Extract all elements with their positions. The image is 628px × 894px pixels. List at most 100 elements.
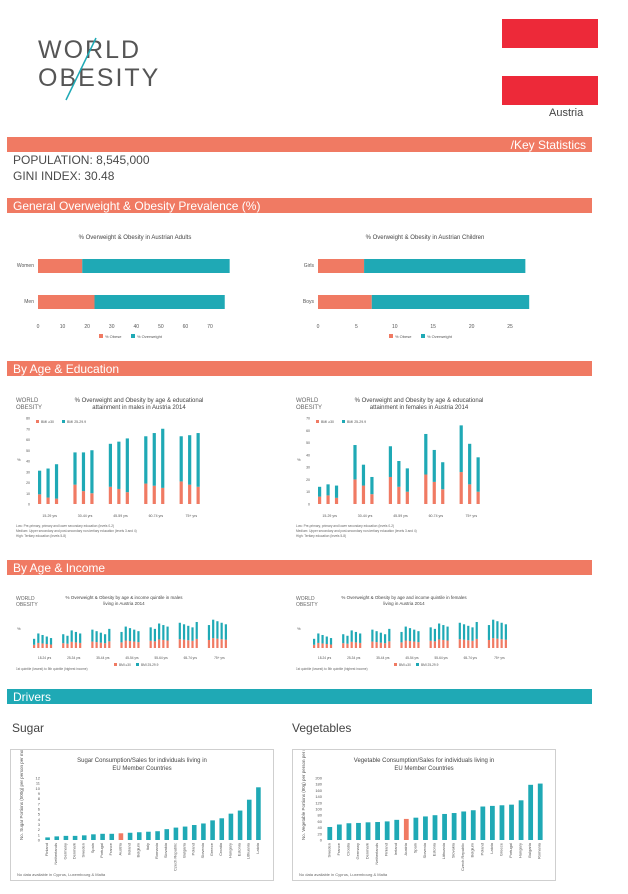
bar-overweight bbox=[313, 638, 316, 645]
bar-overweight bbox=[66, 635, 69, 644]
legend-swatch bbox=[421, 334, 425, 338]
bar-obese bbox=[476, 491, 480, 504]
y-axis-label: % bbox=[297, 626, 301, 631]
bar-overweight bbox=[388, 446, 392, 477]
bar-latvia bbox=[256, 787, 261, 840]
bar-segment bbox=[371, 295, 530, 309]
x-tick-label: 15 bbox=[430, 324, 436, 330]
category-label: Denmark bbox=[72, 843, 77, 859]
bar-overweight bbox=[91, 629, 94, 642]
bar-obese bbox=[124, 640, 127, 648]
bar-overweight bbox=[133, 629, 136, 642]
group-label: 45-54 yrs bbox=[125, 656, 139, 660]
category-label: Poland bbox=[191, 843, 196, 855]
category-label: Netherlands bbox=[374, 843, 379, 865]
bar-estonia bbox=[237, 810, 243, 840]
category-label: Hungary bbox=[518, 843, 523, 858]
category-label: Czech Republic bbox=[460, 843, 465, 871]
x-tick-label: 10 bbox=[60, 324, 66, 330]
bar-overweight bbox=[207, 625, 211, 640]
bar-overweight bbox=[95, 631, 98, 643]
bar-austria bbox=[118, 833, 124, 840]
bar-obese bbox=[188, 484, 192, 504]
bar-overweight bbox=[353, 445, 357, 480]
category-label: Lithuania bbox=[246, 842, 251, 859]
bar-overweight bbox=[496, 621, 499, 639]
category-label: Greece bbox=[209, 842, 214, 856]
bar-obese bbox=[405, 491, 409, 504]
bar-overweight bbox=[354, 631, 358, 643]
legend-label: BMI 25-29.9 bbox=[67, 420, 86, 424]
bar-obese bbox=[325, 643, 328, 648]
bar-obese bbox=[99, 642, 102, 648]
group-label: 60-74 yrs bbox=[429, 514, 444, 518]
x-tick-label: 70 bbox=[207, 324, 213, 330]
bar-overweight bbox=[74, 631, 78, 643]
bar-obese bbox=[187, 640, 190, 648]
category-label: Men bbox=[24, 299, 34, 305]
chart-title: % Overweight and Obesity by age & educat… bbox=[75, 398, 204, 404]
y-tick-label: 50 bbox=[306, 441, 310, 445]
bar-obese bbox=[329, 644, 333, 648]
y-tick-label: 180 bbox=[315, 782, 322, 787]
bar-romania bbox=[537, 783, 543, 840]
category-label: Ireland bbox=[127, 843, 132, 855]
bar-austria bbox=[403, 818, 409, 840]
legend-swatch bbox=[114, 663, 117, 666]
bar-slovenia bbox=[201, 823, 206, 840]
bar-overweight bbox=[375, 631, 378, 643]
bar-obese bbox=[216, 638, 219, 648]
bar-obese bbox=[496, 638, 499, 648]
mini-logo-line-2: OBESITY bbox=[16, 405, 42, 411]
bar-obese bbox=[429, 640, 432, 648]
bar-overweight bbox=[441, 462, 445, 490]
bar-overweight bbox=[325, 636, 328, 644]
bar-overweight bbox=[179, 436, 183, 482]
bar-obese bbox=[354, 642, 358, 648]
chart-title: % Overweight & Obesity by age & income q… bbox=[65, 595, 183, 600]
bar-overweight bbox=[321, 634, 324, 644]
bar-overweight bbox=[370, 476, 374, 495]
bar-obese bbox=[400, 642, 403, 648]
bar-overweight bbox=[196, 433, 200, 487]
logo-line-1: WORLD bbox=[38, 36, 141, 64]
chart-note: Low: Pre-primary, primary and lower seco… bbox=[16, 524, 114, 528]
prevalence-section-bar: General Overweight & Obesity Prevalence … bbox=[7, 198, 592, 213]
bar-obese bbox=[41, 643, 44, 648]
bar-segment bbox=[82, 259, 230, 273]
y-tick-label: 160 bbox=[315, 788, 322, 793]
chart-note: Medium: Upper secondary and post-seconda… bbox=[296, 529, 417, 533]
bar-obese bbox=[166, 640, 169, 648]
bar-obese bbox=[91, 641, 94, 648]
group-label: 75+ yrs bbox=[466, 514, 478, 518]
bar-obese bbox=[70, 641, 73, 648]
country-name: Austria bbox=[549, 107, 584, 119]
mini-logo-line-2: OBESITY bbox=[296, 405, 322, 411]
y-tick-label: 10 bbox=[306, 490, 310, 494]
bar-overweight bbox=[404, 626, 407, 641]
y-tick-label: 60 bbox=[26, 438, 30, 442]
bar-overweight bbox=[124, 626, 127, 641]
bar-overweight bbox=[144, 436, 148, 484]
mini-logo-line-1: WORLD bbox=[16, 596, 35, 602]
bar-overweight bbox=[158, 623, 161, 640]
group-label: 65-74 yrs bbox=[184, 656, 198, 660]
bar-bulgaria bbox=[528, 784, 534, 840]
bar-czech-republic bbox=[461, 811, 467, 840]
bar-france bbox=[336, 824, 342, 840]
category-label: Women bbox=[17, 263, 34, 269]
group-label: 25-34 yrs bbox=[347, 656, 361, 660]
x-tick-label: 0 bbox=[317, 324, 320, 330]
y-tick-label: 10 bbox=[36, 786, 41, 791]
bar-segment bbox=[364, 259, 526, 273]
bar-overweight bbox=[400, 631, 403, 643]
bar-segment bbox=[318, 295, 372, 309]
chart-title-line-2: attainment in males in Austria 2014 bbox=[92, 405, 186, 411]
chart-title: Vegetable Consumption/Sales for individu… bbox=[354, 758, 494, 764]
legend-swatch bbox=[394, 663, 397, 666]
y-tick-label: 9 bbox=[38, 791, 41, 796]
bar-lithuania bbox=[246, 799, 252, 840]
